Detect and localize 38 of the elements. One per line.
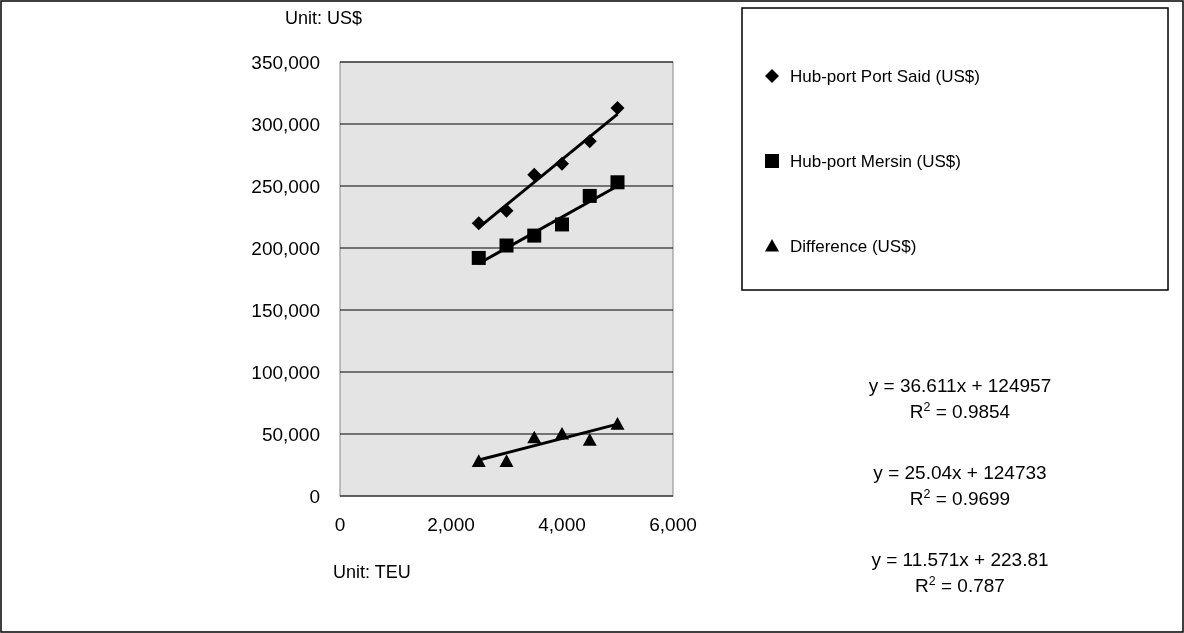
point <box>499 238 514 253</box>
point <box>471 250 486 265</box>
point <box>471 216 486 231</box>
y-tick-label: 0 <box>309 486 320 507</box>
point <box>582 134 597 149</box>
y-tick-label: 100,000 <box>251 362 320 383</box>
point <box>610 100 625 115</box>
y-tick-label: 150,000 <box>251 300 320 321</box>
point <box>555 217 569 232</box>
y-tick-label: 250,000 <box>251 176 320 197</box>
y-tick-label: 350,000 <box>251 52 320 73</box>
legend-label: Hub-port Port Said (US$) <box>790 67 980 86</box>
point <box>527 228 542 243</box>
point <box>499 203 514 218</box>
y-tick-label: 300,000 <box>251 114 320 135</box>
y-axis-title: Unit: US$ <box>285 8 363 28</box>
text: y = 25.04x + 124733 R$^{2}$ = 0.9699 <box>873 462 1047 509</box>
x-tick-label: 6,000 <box>649 514 697 535</box>
point <box>582 188 597 203</box>
x-tick-label: 4,000 <box>538 514 586 535</box>
x-tick-label: 2,000 <box>427 514 475 535</box>
x-tick-label: 0 <box>334 514 346 535</box>
point <box>527 430 542 444</box>
point <box>555 427 569 440</box>
text: y = 36.611x + 124957 R$^{2}$ = 0.9854 <box>868 375 1052 422</box>
point <box>555 156 569 171</box>
x-axis-title: Unit: TEU <box>333 562 411 582</box>
text: y = 11.571x + 223.81 R$^{2}$ = 0.787 <box>871 549 1049 596</box>
y-tick-label: 50,000 <box>261 424 320 445</box>
legend-label: Hub-port Mersin (US$) <box>790 152 961 171</box>
legend-label: Difference (US$) <box>790 237 917 256</box>
point <box>610 417 625 430</box>
point <box>527 167 542 182</box>
point <box>499 454 514 467</box>
point <box>610 175 625 190</box>
point <box>582 433 597 446</box>
y-tick-label: 200,000 <box>251 238 320 259</box>
point <box>471 454 486 467</box>
